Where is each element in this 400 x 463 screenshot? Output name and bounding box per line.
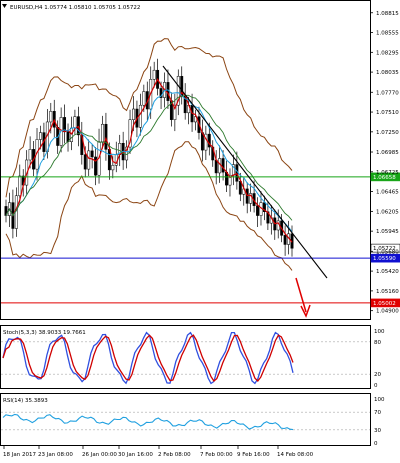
time-tick-label: 2 Feb 08:00 [158,452,191,458]
main-pane[interactable] [0,0,371,320]
candle-body [49,111,53,123]
stoch-label: Stoch(5,3,3) 38.9033 19.7661 [3,330,86,336]
target-price-tag [370,298,400,308]
price-tick-label: 1.07770 [376,90,399,96]
candle-body [87,150,91,170]
upper-band-line [5,38,293,198]
price-tick-label: 1.05420 [376,269,399,275]
down-arrow-icon [295,277,311,318]
candle-body [39,132,42,140]
candle-body [83,154,87,170]
time-tick-label: 26 Jan 00:00 [82,452,117,458]
candle-body [214,159,218,174]
candle-body [204,133,208,151]
time-tick-label: 23 Jan 08:00 [38,452,73,458]
candle-body [266,211,270,224]
candle-body [207,133,211,148]
candle-body [256,205,259,216]
collapse-triangle-icon[interactable] [2,4,7,8]
time-tick-label: 30 Jan 16:00 [118,452,153,458]
candle-body [173,104,177,120]
price-tick-label: 1.05945 [376,229,399,235]
candle-body [111,165,115,171]
time-tick-label: 9 Feb 16:00 [237,452,270,458]
price-axis: 1.08815 1.08555 1.08295 1.08035 1.07770 1.075… [370,11,399,315]
candle-body [249,193,253,204]
candle-body [166,82,170,101]
lower-band-line [5,141,293,271]
time-tick-label: 18 Jan 2017 [3,452,36,458]
candle-body [159,88,163,98]
time-tick-label: 7 Feb 00:00 [200,452,233,458]
candle-body [221,158,225,173]
candle-body [28,149,32,161]
bollinger-bands [5,38,293,271]
moving-averages [5,78,293,243]
rsi-line [2,413,294,431]
target-price-label: 1.05002 [373,301,396,307]
price-tick-label: 1.06205 [376,209,399,215]
stoch-signal-line [2,334,294,382]
resistance-price-label: 1.06658 [373,175,396,181]
candle-body [152,69,156,80]
candle-body [142,91,146,106]
rsi-pane[interactable] [0,393,371,446]
ma-fast-line [5,78,293,243]
candle-body [90,150,94,158]
support-price-tag [370,253,400,263]
candle-body [283,235,287,245]
rsi-indicator: 100 70 30 0 [1,397,385,447]
candle-body [70,127,73,142]
current-price-tag [370,243,400,253]
stochastic-indicator: 100 80 20 0 [1,329,385,389]
price-tick-label: 1.04900 [376,309,399,315]
price-tick-label: 1.06985 [376,150,399,156]
price-tick-label: 1.08295 [376,50,399,56]
time-axis: 18 Jan 2017 23 Jan 08:00 26 Jan 00:00 30 Ja… [3,446,314,458]
price-tick-label: 1.05680 [376,249,399,255]
current-price-label: 1.05722 [373,246,396,252]
time-tick-label: 14 Feb 08:00 [277,452,314,458]
candle-body [245,188,249,204]
stoch-level-label: 80 [374,340,381,346]
stoch-level-label: 100 [374,329,385,335]
stoch-level-label: 20 [374,372,381,378]
price-tick-label: 1.06465 [376,190,399,196]
rsi-level-label: 0 [374,441,378,447]
price-tick-label: 1.08815 [376,11,399,17]
candle-body [94,156,98,176]
rsi-label: RSI(14) 35.3893 [3,398,48,404]
ma-slow-line [5,94,293,221]
candle-body [132,108,135,120]
price-tick-label: 1.08035 [376,70,399,76]
price-tick-label: 1.07250 [376,130,399,136]
candle-body [138,104,142,128]
ma-mid-line [5,89,293,233]
candle-body [76,116,80,136]
price-tick-label: 1.06725 [376,170,399,176]
symbol-label: EURUSD,H4 1.05774 1.05810 1.05705 1.0572… [10,5,140,11]
price-tick-label: 1.05160 [376,289,399,295]
horizontal-levels: 1.06658 1.05722 1.05590 1.05002 [1,172,400,308]
support-price-label: 1.05590 [373,256,396,262]
resistance-price-tag [370,172,400,182]
trendline[interactable] [162,65,328,279]
stoch-level-label: 0 [374,383,378,389]
price-tick-label: 1.08555 [376,31,399,37]
rsi-level-label: 30 [374,428,381,434]
candle-body [18,175,22,197]
candle-body [228,174,232,186]
candle-body [176,76,180,106]
candle-body [73,116,77,129]
stoch-main-line [2,331,294,385]
rsi-level-label: 70 [374,410,381,416]
price-tick-label: 1.07510 [376,110,399,116]
rsi-level-label: 100 [374,397,385,403]
candle-body [101,123,104,142]
